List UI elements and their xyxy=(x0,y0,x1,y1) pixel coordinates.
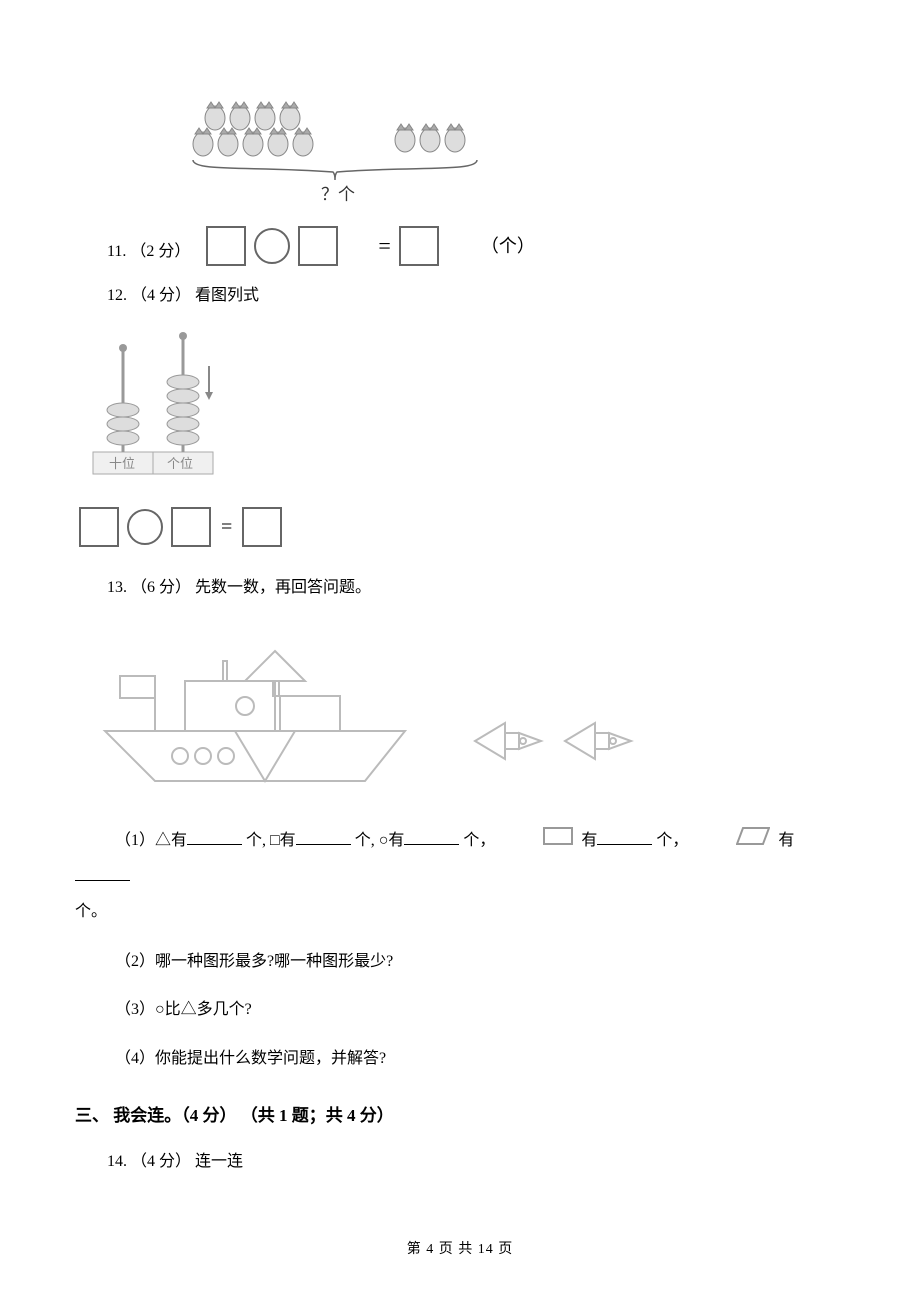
q12-points: （4 分） xyxy=(131,287,191,304)
s1-g: 有 xyxy=(778,832,794,849)
q13-sub3: （3）○比△多几个? xyxy=(75,995,845,1025)
strawberry-svg: ？个 xyxy=(185,98,565,208)
q12-text: 看图列式 xyxy=(195,287,259,304)
q14-points: （4 分） xyxy=(131,1153,191,1170)
q11-figure: ？个 xyxy=(185,98,845,219)
sec3-title: 我会连。（4 分） xyxy=(113,1106,236,1125)
q14-label: 14. xyxy=(107,1153,127,1170)
page-footer: 第 4 页 共 14 页 xyxy=(75,1237,845,1264)
q13-points: （6 分） xyxy=(131,579,191,596)
q13-sub2: （2）哪一种图形最多?哪一种图形最少? xyxy=(75,947,845,977)
eq-box[interactable] xyxy=(298,226,338,266)
section3-heading: 三、 我会连。（4 分） （共 1 题；共 4 分） xyxy=(75,1100,845,1132)
eq-box[interactable] xyxy=(171,507,211,547)
eq-box[interactable] xyxy=(399,226,439,266)
q11-label: 11. （2 分） xyxy=(75,237,190,267)
sec3-count: （共 1 题；共 4 分） xyxy=(241,1106,394,1125)
q12-label: 12. xyxy=(107,287,127,304)
q14-line: 14. （4 分） 连一连 xyxy=(75,1147,845,1177)
rectangle-icon xyxy=(503,823,573,858)
s1-c: 个, ○有 xyxy=(355,832,405,849)
equals-sign: = xyxy=(346,225,390,267)
s1-f: 个， xyxy=(656,832,688,849)
blank[interactable] xyxy=(597,826,652,845)
q13-line: 13. （6 分） 先数一数，再回答问题。 xyxy=(75,573,845,603)
sec3-label: 三、 xyxy=(75,1106,109,1125)
q13-sub1-tail: 个。 xyxy=(75,894,845,929)
blank[interactable] xyxy=(296,826,351,845)
s1-tail: 个。 xyxy=(75,903,107,920)
equals-sign: = xyxy=(221,508,232,546)
eq-op-circle[interactable] xyxy=(127,509,163,545)
q11-points: （2 分） xyxy=(130,243,190,260)
eq-box[interactable] xyxy=(206,226,246,266)
tens-label: 十位 xyxy=(109,456,135,471)
q12-abacus: 十位 个位 xyxy=(85,332,845,493)
boat-svg xyxy=(95,621,675,801)
q13-sub1: （1）△有 个, □有 个, ○有 个， 有 个， 有 xyxy=(75,823,845,894)
blank[interactable] xyxy=(404,826,459,845)
ones-label: 个位 xyxy=(167,456,193,471)
q11-num: 11. xyxy=(107,243,126,260)
brace-label: ？个 xyxy=(321,185,355,204)
q12-line: 12. （4 分） 看图列式 xyxy=(75,281,845,311)
eq-box[interactable] xyxy=(242,507,282,547)
abacus-svg: 十位 个位 xyxy=(85,332,235,482)
q14-text: 连一连 xyxy=(195,1153,243,1170)
q13-figure xyxy=(95,621,845,812)
q13-label: 13. xyxy=(107,579,127,596)
s1-a: （1）△有 xyxy=(115,832,187,849)
parallelogram-icon xyxy=(696,823,770,858)
s1-b: 个, □有 xyxy=(246,832,296,849)
blank[interactable] xyxy=(187,826,242,845)
q13-sub4: （4）你能提出什么数学问题，并解答? xyxy=(75,1044,845,1074)
q11-line: 11. （2 分） = （个） xyxy=(75,225,845,267)
blank[interactable] xyxy=(75,862,130,881)
eq-box[interactable] xyxy=(79,507,119,547)
eq-op-circle[interactable] xyxy=(254,228,290,264)
q12-equation: = xyxy=(75,507,845,547)
q13-text: 先数一数，再回答问题。 xyxy=(195,579,371,596)
s1-d: 个， xyxy=(463,832,495,849)
s1-e: 有 xyxy=(581,832,597,849)
q11-unit: （个） xyxy=(449,229,535,263)
